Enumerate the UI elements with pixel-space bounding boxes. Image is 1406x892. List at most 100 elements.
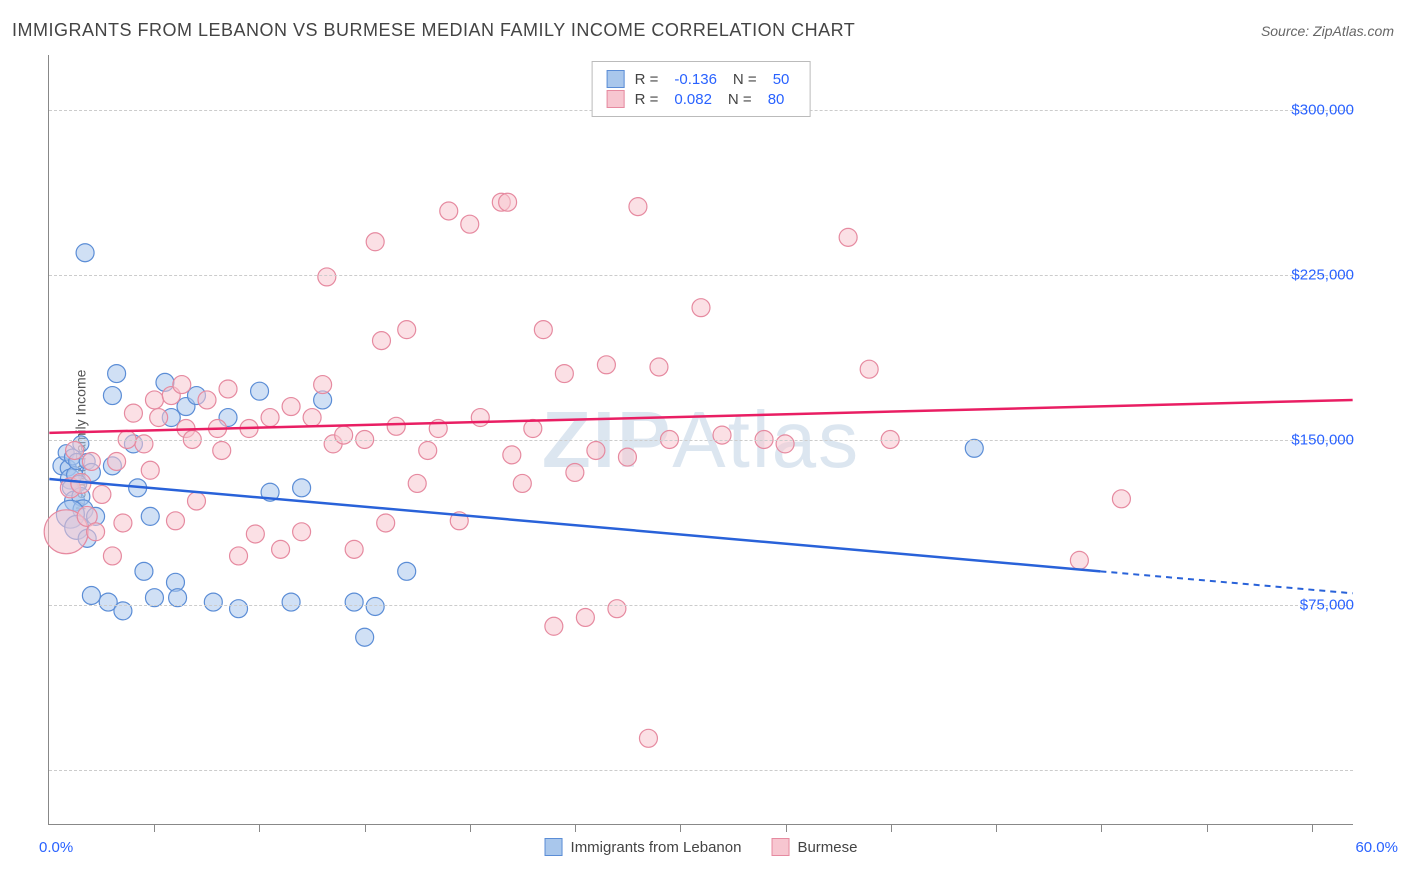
- scatter-point-burmese: [419, 441, 437, 459]
- scatter-point-burmese: [499, 193, 517, 211]
- scatter-point-burmese: [272, 540, 290, 558]
- scatter-point-burmese: [503, 446, 521, 464]
- scatter-point-burmese: [713, 426, 731, 444]
- x-axis-max-label: 60.0%: [1355, 839, 1398, 856]
- corr-legend-row-lebanon: R = -0.136 N = 50: [607, 70, 796, 88]
- scatter-point-burmese: [650, 358, 668, 376]
- scatter-point-burmese: [345, 540, 363, 558]
- scatter-point-burmese: [124, 404, 142, 422]
- scatter-point-burmese: [135, 435, 153, 453]
- scatter-point-burmese: [246, 525, 264, 543]
- scatter-point-lebanon: [169, 589, 187, 607]
- series-legend-lebanon: Immigrants from Lebanon: [545, 838, 742, 856]
- legend-swatch-burmese: [607, 90, 625, 108]
- scatter-point-lebanon: [204, 593, 222, 611]
- series-legend-burmese: Burmese: [771, 838, 857, 856]
- scatter-point-burmese: [108, 452, 126, 470]
- scatter-point-burmese: [314, 376, 332, 394]
- x-axis-min-label: 0.0%: [39, 839, 73, 856]
- scatter-point-burmese: [303, 409, 321, 427]
- scatter-point-burmese: [93, 485, 111, 503]
- x-tick: [891, 824, 892, 832]
- scatter-point-lebanon: [135, 562, 153, 580]
- y-tick-label: $300,000: [1264, 102, 1354, 119]
- r-value-burmese: 0.082: [674, 91, 712, 108]
- scatter-point-burmese: [173, 376, 191, 394]
- scatter-point-burmese: [82, 452, 100, 470]
- scatter-point-burmese: [692, 299, 710, 317]
- scatter-point-burmese: [639, 729, 657, 747]
- scatter-point-burmese: [860, 360, 878, 378]
- scatter-point-lebanon: [398, 562, 416, 580]
- x-tick: [365, 824, 366, 832]
- scatter-point-burmese: [66, 441, 84, 459]
- trend-line-dash-lebanon: [1100, 571, 1352, 593]
- y-tick-label: $150,000: [1264, 432, 1354, 449]
- corr-legend-row-burmese: R = 0.082 N = 80: [607, 90, 796, 108]
- scatter-point-burmese: [377, 514, 395, 532]
- scatter-point-burmese: [545, 617, 563, 635]
- scatter-point-burmese: [440, 202, 458, 220]
- gridline: [49, 605, 1353, 606]
- scatter-point-burmese: [372, 332, 390, 350]
- scatter-point-lebanon: [145, 589, 163, 607]
- scatter-point-burmese: [618, 448, 636, 466]
- scatter-point-burmese: [1112, 490, 1130, 508]
- chart-container: Median Family Income ZIPAtlas R = -0.136…: [48, 55, 1388, 825]
- scatter-point-lebanon: [230, 600, 248, 618]
- scatter-point-lebanon: [103, 387, 121, 405]
- scatter-point-lebanon: [108, 365, 126, 383]
- scatter-point-burmese: [213, 441, 231, 459]
- scatter-point-lebanon: [965, 439, 983, 457]
- scatter-point-burmese: [534, 321, 552, 339]
- scatter-point-burmese: [141, 461, 159, 479]
- scatter-point-burmese: [103, 547, 121, 565]
- gridline-baseline: [49, 770, 1353, 771]
- n-value-burmese: 80: [768, 91, 785, 108]
- scatter-point-burmese: [261, 409, 279, 427]
- scatter-point-burmese: [1070, 551, 1088, 569]
- scatter-point-lebanon: [76, 244, 94, 262]
- scatter-point-burmese: [87, 523, 105, 541]
- scatter-point-burmese: [166, 512, 184, 530]
- series-label: Burmese: [797, 839, 857, 856]
- scatter-point-burmese: [398, 321, 416, 339]
- chart-title: IMMIGRANTS FROM LEBANON VS BURMESE MEDIA…: [12, 20, 855, 41]
- legend-swatch-icon: [545, 838, 563, 856]
- correlation-legend: R = -0.136 N = 50 R = 0.082 N = 80: [592, 61, 811, 117]
- source-attribution: Source: ZipAtlas.com: [1261, 23, 1394, 39]
- scatter-point-burmese: [408, 474, 426, 492]
- scatter-point-burmese: [318, 268, 336, 286]
- scatter-point-burmese: [387, 417, 405, 435]
- x-tick: [1101, 824, 1102, 832]
- scatter-point-burmese: [145, 391, 163, 409]
- r-prefix: R =: [635, 91, 659, 108]
- x-tick: [786, 824, 787, 832]
- scatter-point-burmese: [513, 474, 531, 492]
- scatter-point-burmese: [629, 198, 647, 216]
- scatter-point-lebanon: [366, 597, 384, 615]
- r-value-lebanon: -0.136: [674, 71, 717, 88]
- trend-line-burmese: [49, 400, 1352, 433]
- scatter-point-burmese: [471, 409, 489, 427]
- plot-area: ZIPAtlas R = -0.136 N = 50 R = 0.082 N =…: [48, 55, 1353, 825]
- series-label: Immigrants from Lebanon: [571, 839, 742, 856]
- scatter-point-burmese: [776, 435, 794, 453]
- scatter-point-burmese: [597, 356, 615, 374]
- gridline: [49, 275, 1353, 276]
- scatter-point-lebanon: [345, 593, 363, 611]
- scatter-point-lebanon: [282, 593, 300, 611]
- scatter-point-burmese: [576, 608, 594, 626]
- gridline: [49, 440, 1353, 441]
- scatter-point-burmese: [188, 492, 206, 510]
- scatter-point-burmese: [587, 441, 605, 459]
- y-tick-label: $75,000: [1264, 597, 1354, 614]
- scatter-point-burmese: [150, 409, 168, 427]
- r-prefix: R =: [635, 71, 659, 88]
- scatter-point-burmese: [114, 514, 132, 532]
- n-prefix: N =: [728, 91, 752, 108]
- scatter-point-burmese: [461, 215, 479, 233]
- scatter-point-lebanon: [293, 479, 311, 497]
- scatter-point-lebanon: [82, 587, 100, 605]
- scatter-point-burmese: [555, 365, 573, 383]
